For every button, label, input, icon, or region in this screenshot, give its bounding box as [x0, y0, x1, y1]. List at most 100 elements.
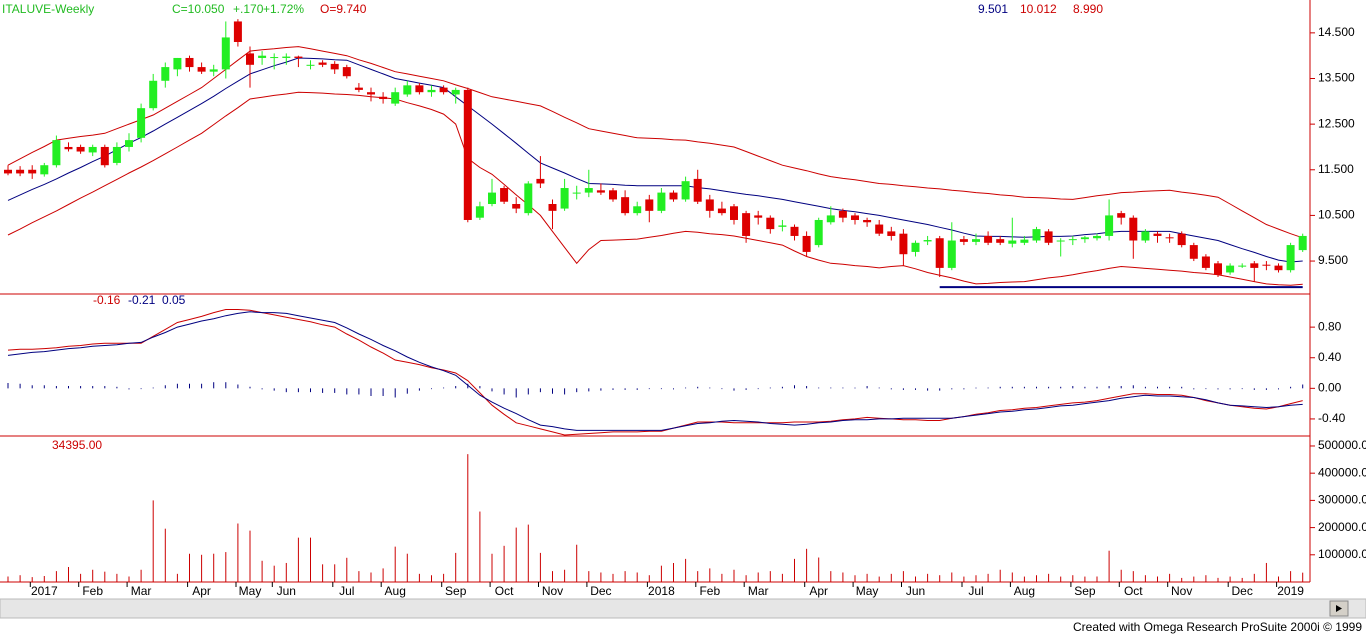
candle-body	[1201, 256, 1210, 268]
candle-body	[1177, 233, 1186, 246]
readout: 10.012	[1020, 2, 1057, 16]
candle-body	[330, 63, 339, 70]
candle-body	[1093, 235, 1101, 239]
candle-body	[935, 238, 944, 268]
x-tick-label: Jun	[906, 584, 925, 598]
readout: +1.72%	[263, 2, 304, 16]
candle-body	[500, 188, 509, 202]
y-tick-label: 14.500	[1318, 25, 1355, 39]
candle-body	[246, 53, 254, 65]
candle-body	[52, 140, 61, 166]
y-tick-label: 100000.00	[1318, 547, 1366, 561]
candle-body	[294, 56, 303, 58]
candle-body	[790, 226, 799, 236]
candle-body	[959, 239, 968, 242]
y-tick-label: 13.500	[1318, 71, 1355, 85]
indicator-line	[7, 309, 1303, 436]
candle-body	[185, 57, 194, 68]
candle-body	[609, 190, 617, 200]
candle-body	[1068, 239, 1077, 241]
candle-body	[524, 183, 533, 214]
x-tick-label: Sep	[1074, 584, 1096, 598]
x-tick-label: Apr	[192, 584, 211, 598]
candle-body	[403, 85, 412, 95]
candle-body	[161, 67, 170, 81]
candle-body	[1020, 239, 1029, 243]
y-tick-label: 500000.00	[1318, 438, 1366, 452]
scroll-arrow	[1336, 605, 1342, 612]
x-tick-label: 2018	[648, 584, 675, 598]
readout: 9.501	[978, 2, 1008, 16]
candle-body	[1153, 233, 1162, 236]
candle-body	[802, 235, 811, 252]
candle-body	[379, 96, 388, 100]
candle-body	[826, 215, 835, 223]
y-tick-label: 10.500	[1318, 208, 1355, 222]
y-tick-label: 300000.00	[1318, 493, 1366, 507]
x-tick-label: Aug	[1014, 584, 1035, 598]
candle-body	[488, 192, 496, 205]
candle-body	[1117, 213, 1126, 218]
candle-body	[875, 224, 884, 234]
candle-body	[766, 217, 775, 230]
candle-body	[258, 55, 267, 58]
chart-title: ITALUVE-Weekly	[2, 2, 94, 16]
candle-body	[851, 215, 859, 220]
candle-body	[1238, 265, 1247, 267]
candle-body	[1129, 217, 1138, 241]
indicator-line	[7, 311, 1303, 431]
x-tick-label: 2017	[31, 584, 58, 598]
candle-body	[367, 92, 375, 95]
candle-body	[621, 197, 630, 214]
candle-body	[233, 21, 242, 42]
candle-body	[112, 146, 121, 163]
y-tick-label: 0.00	[1318, 381, 1342, 395]
candle-body	[342, 67, 351, 77]
candle-body	[221, 37, 230, 70]
candle-body	[754, 215, 763, 218]
x-tick-label: Jun	[277, 584, 296, 598]
candle-body	[173, 57, 182, 70]
candle-body	[451, 89, 460, 95]
candle-body	[306, 64, 315, 66]
x-tick-label: 2019	[1277, 584, 1304, 598]
candle-body	[40, 165, 49, 175]
candle-body	[1165, 237, 1174, 239]
readout: C=10.050	[172, 2, 225, 16]
x-tick-label: Mar	[748, 584, 769, 598]
x-tick-label: Dec	[1232, 584, 1253, 598]
x-tick-label: Oct	[495, 584, 514, 598]
x-tick-label: Jul	[968, 584, 983, 598]
footer: Created with Omega Research ProSuite 200…	[1073, 620, 1362, 634]
candle-body	[209, 69, 218, 72]
x-tick-label: Feb	[82, 584, 103, 598]
candle-body	[536, 178, 545, 184]
y-tick-label: 0.40	[1318, 350, 1342, 364]
candle-body	[742, 213, 751, 236]
candle-body	[1044, 231, 1053, 243]
indicator-line	[7, 57, 1303, 263]
candle-body	[1032, 229, 1041, 241]
candle-body	[657, 192, 666, 211]
candle-body	[1250, 263, 1259, 268]
candle-body	[76, 146, 85, 152]
x-tick-label: Feb	[699, 584, 720, 598]
candle-body	[947, 240, 956, 268]
candle-body	[778, 225, 787, 227]
candle-body	[887, 231, 896, 236]
candle-body	[16, 169, 25, 174]
readout: O=9.740	[320, 2, 367, 16]
candle-body	[972, 239, 980, 242]
candle-body	[560, 188, 569, 209]
candle-body	[1008, 240, 1017, 244]
candle-body	[681, 181, 690, 200]
candle-body	[88, 146, 97, 153]
scrollbar[interactable]	[0, 598, 1366, 619]
candle-body	[512, 204, 521, 209]
candle-body	[439, 87, 448, 93]
candle-body	[984, 235, 993, 243]
candle-body	[705, 199, 714, 211]
candle-body	[318, 62, 327, 65]
